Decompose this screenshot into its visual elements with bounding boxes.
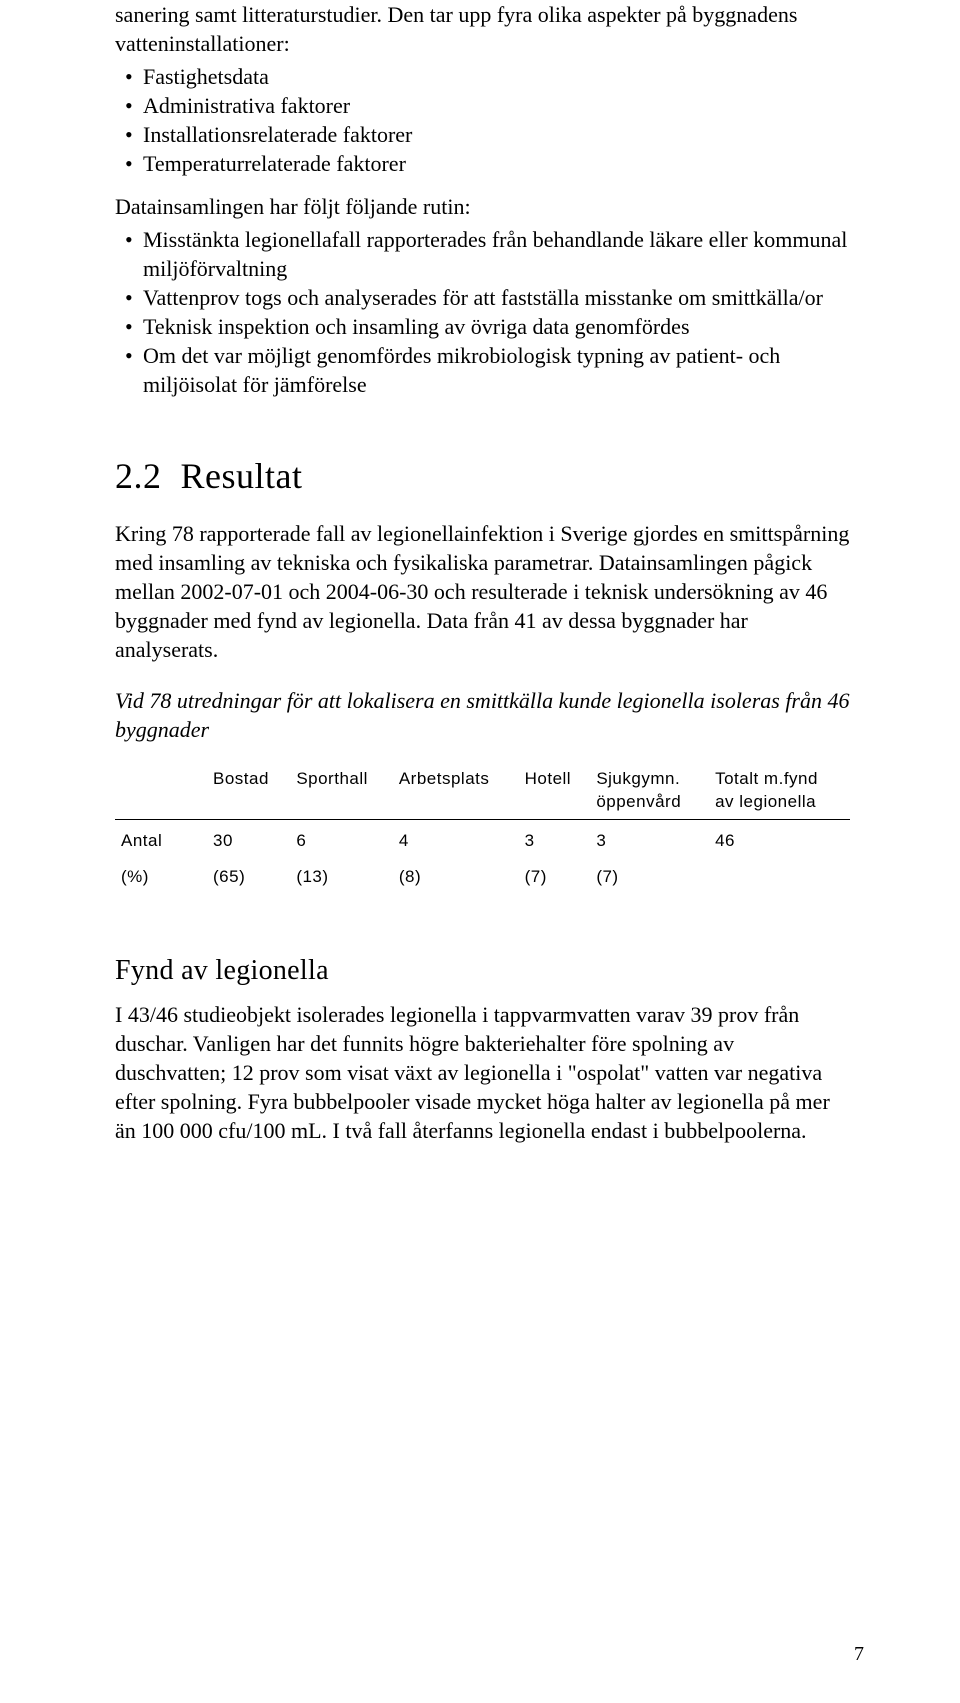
header-sublabel: av legionella [715,791,844,813]
list-item: Teknisk inspektion och insamling av övri… [143,312,850,341]
table-header-cell: Sjukgymn. öppenvård [590,766,709,819]
section-title: Resultat [181,456,303,496]
table-cell: (8) [393,856,519,892]
list-item: Installationsrelaterade faktorer [143,120,850,149]
table-cell: 6 [290,820,393,857]
results-table: Bostad Sporthall Arbetsplats Hotell [115,766,850,893]
intro-bullet-list: Fastighetsdata Administrativa faktorer I… [115,62,850,178]
fynd-paragraph: I 43/46 studieobjekt isolerades legionel… [115,1000,850,1145]
table-header-cell: Sporthall [290,766,393,819]
resultat-italic-note: Vid 78 utredningar för att lokalisera en… [115,686,850,744]
routine-bullet-list: Misstänkta legionellafall rapporterades … [115,225,850,399]
page-number: 7 [854,1641,864,1667]
table-cell [709,856,850,892]
table-cell: (13) [290,856,393,892]
list-item: Administrativa faktorer [143,91,850,120]
row-label: (%) [115,856,207,892]
table-cell: 4 [393,820,519,857]
table-cell: 46 [709,820,850,857]
list-item: Misstänkta legionellafall rapporterades … [143,225,850,283]
section-number: 2.2 [115,456,162,496]
document-page: sanering samt litteraturstudier. Den tar… [0,0,960,1703]
header-label: Bostad [213,768,284,790]
table-cell: 3 [590,820,709,857]
intro-paragraph-2: Datainsamlingen har följt följande rutin… [115,192,850,221]
table-header-cell: Totalt m.fynd av legionella [709,766,850,819]
subsection-heading: Fynd av legionella [115,953,850,990]
section-heading: 2.2 Resultat [115,453,850,501]
table-row: Antal 30 6 4 3 3 46 [115,820,850,857]
list-item: Om det var möjligt genomfördes mikrobiol… [143,341,850,399]
intro-paragraph-1: sanering samt litteraturstudier. Den tar… [115,0,850,58]
list-item: Temperaturrelaterade faktorer [143,149,850,178]
table-cell: (7) [590,856,709,892]
table-cell: (65) [207,856,290,892]
table-cell: 3 [519,820,591,857]
table-header-cell [115,766,207,819]
header-label: Totalt m.fynd [715,768,844,790]
table-row: (%) (65) (13) (8) (7) (7) [115,856,850,892]
table-header-cell: Arbetsplats [393,766,519,819]
list-item: Fastighetsdata [143,62,850,91]
table-cell: 30 [207,820,290,857]
header-label: Arbetsplats [399,768,513,790]
resultat-paragraph: Kring 78 rapporterade fall av legionella… [115,519,850,664]
table-header-cell: Bostad [207,766,290,819]
table-cell: (7) [519,856,591,892]
table-header-cell: Hotell [519,766,591,819]
header-label: Sporthall [296,768,387,790]
table-header-row: Bostad Sporthall Arbetsplats Hotell [115,766,850,819]
row-label: Antal [115,820,207,857]
header-label: Sjukgymn. [596,768,703,790]
header-sublabel: öppenvård [596,791,703,813]
header-label: Hotell [525,768,585,790]
list-item: Vattenprov togs och analyserades för att… [143,283,850,312]
